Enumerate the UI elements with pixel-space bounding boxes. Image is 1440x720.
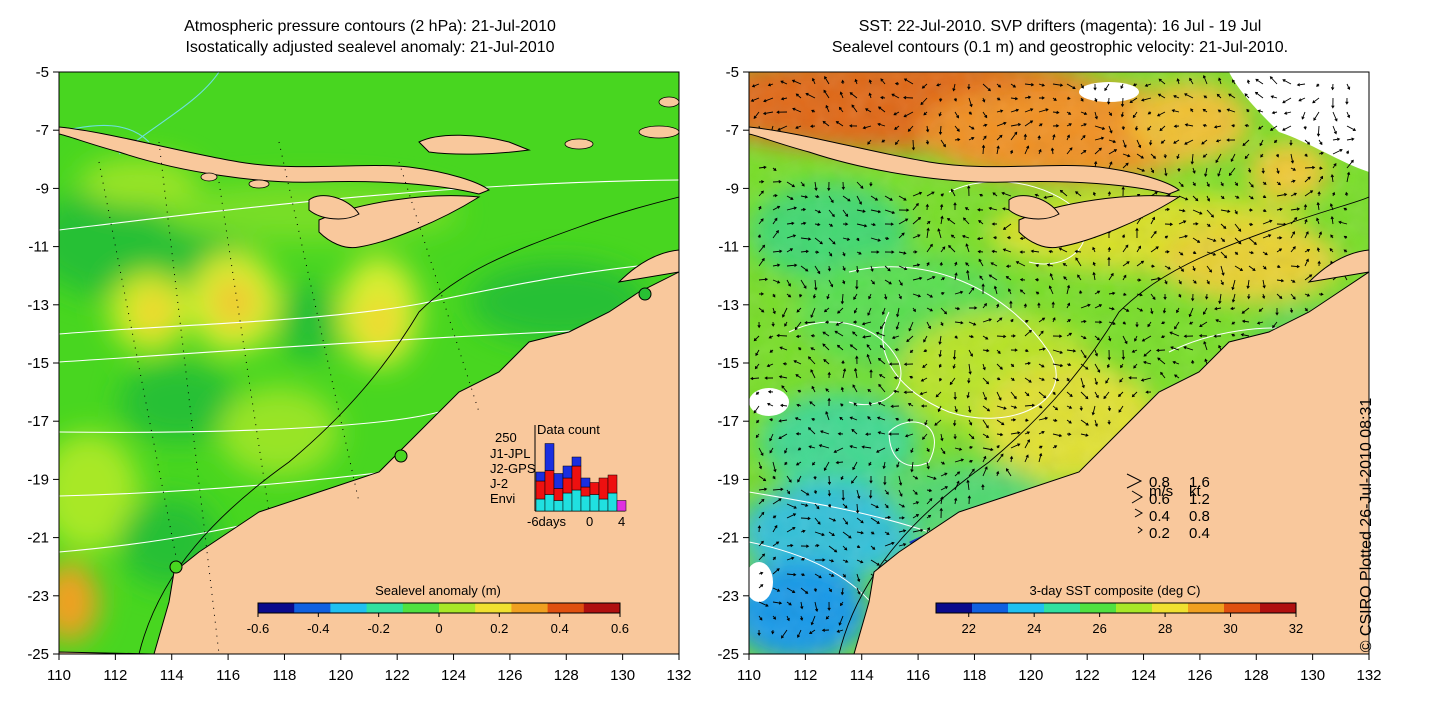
left-x-tick-label: 128 (554, 667, 579, 684)
left-y-tick-label: -25 (27, 646, 49, 663)
right-x-tick-label: 130 (1300, 667, 1325, 684)
velocity-arrow (1010, 318, 1014, 323)
right-y-tick-label: -17 (717, 413, 739, 430)
right-y-tick-label: -11 (718, 239, 739, 256)
velocity-arrow (1035, 291, 1040, 295)
right-x-tick-label: 124 (1131, 667, 1156, 684)
velocity-row-3-ms: 0.2 (1149, 525, 1170, 542)
left-map-title-line1: Atmospheric pressure contours (2 hPa): 2… (184, 18, 556, 35)
right-x-tick-label: 112 (793, 667, 817, 684)
left-map-title-line2: Isostatically adjusted sealevel anomaly:… (185, 39, 555, 56)
right-map-title-line2: Sealevel contours (0.1 m) and geostrophi… (831, 39, 1289, 56)
left-x-tick-label: 124 (441, 667, 466, 684)
left-y-tick-label: -5 (36, 64, 49, 81)
right-x-tick-label: 126 (1187, 667, 1212, 684)
velocity-arrow (856, 237, 860, 242)
left-y-tick-label: -13 (27, 297, 49, 314)
right-x-tick-label: 128 (1244, 667, 1269, 684)
right-y-tick-label: -25 (717, 646, 739, 663)
left-y-tick-label: -17 (27, 413, 49, 430)
left-x-tick-label: 116 (216, 667, 240, 684)
left-x-tick-label: 110 (47, 667, 71, 684)
left-x-tick-label: 118 (272, 667, 296, 684)
right-y-tick-label: -5 (726, 64, 739, 81)
right-y-tick-label: -23 (717, 588, 739, 605)
right-y-tick-label: -13 (717, 297, 739, 314)
velocity-arrow (1147, 111, 1152, 115)
sst-map: m/s kt 0.8 1.6 0.6 1.2 0.4 0.8 0.2 0.4 (749, 72, 1369, 654)
left-x-tick-label: 130 (610, 667, 635, 684)
left-y-tick-label: -7 (36, 122, 49, 139)
left-y-tick-label: -21 (27, 530, 49, 547)
right-x-tick-label: 122 (1075, 667, 1100, 684)
left-x-tick-label: 122 (385, 667, 410, 684)
velocity-row-2-ms: 0.4 (1149, 508, 1170, 525)
right-x-tick-label: 118 (962, 667, 986, 684)
left-x-tick-label: 126 (497, 667, 522, 684)
left-x-tick-label: 120 (328, 667, 353, 684)
left-y-tick-label: -11 (28, 239, 49, 256)
left-y-tick-label: -19 (27, 471, 49, 488)
right-y-tick-label: -7 (726, 122, 739, 139)
velocity-row-2-kt: 0.8 (1189, 508, 1210, 525)
copyright-notice: © CSIRO Plotted 26-Jul-2010 08:31 (1354, 380, 1380, 670)
right-y-tick-label: -21 (717, 530, 739, 547)
right-y-tick-label: -19 (717, 471, 739, 488)
left-x-tick-label: 114 (160, 667, 184, 684)
velocity-row-1-ms: 0.6 (1149, 491, 1170, 508)
velocity-row-1-kt: 1.2 (1189, 491, 1210, 508)
right-x-tick-label: 110 (737, 667, 761, 684)
right-x-tick-label: 120 (1018, 667, 1043, 684)
left-y-tick-label: -15 (27, 355, 49, 372)
left-x-tick-label: 132 (666, 667, 691, 684)
left-y-tick-label: -9 (36, 180, 49, 197)
velocity-arrow (797, 447, 802, 451)
velocity-row-3-kt: 0.4 (1189, 525, 1210, 542)
right-y-tick-label: -15 (717, 355, 739, 372)
left-y-tick-label: -23 (27, 588, 49, 605)
right-y-tick-label: -9 (726, 180, 739, 197)
left-x-tick-label: 112 (103, 667, 127, 684)
right-x-tick-label: 116 (906, 667, 930, 684)
sealevel-anomaly-map (59, 72, 679, 654)
copyright-text: © CSIRO Plotted 26-Jul-2010 08:31 (1358, 397, 1375, 653)
velocity-row-0-kt: 1.6 (1189, 474, 1210, 491)
right-x-tick-label: 114 (850, 667, 874, 684)
velocity-row-0-ms: 0.8 (1149, 474, 1170, 491)
velocity-arrow (1164, 235, 1169, 239)
right-map-title-line1: SST: 22-Jul-2010. SVP drifters (magenta)… (858, 18, 1262, 35)
